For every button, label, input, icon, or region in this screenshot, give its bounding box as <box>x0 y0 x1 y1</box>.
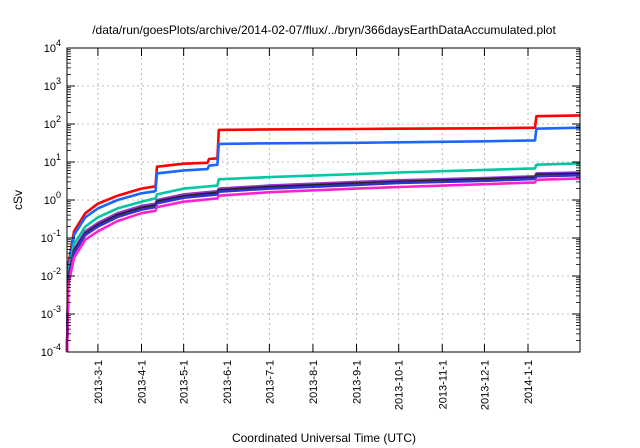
x-tick-label: 2013-8-1 <box>308 360 320 404</box>
y-tick-label: 102 <box>44 114 61 131</box>
y-tick-label: 10-1 <box>41 228 61 245</box>
x-tick-label: 2013-3-1 <box>93 360 105 404</box>
x-tick-label: 2013-10-1 <box>394 360 406 410</box>
y-tick-label: 10-2 <box>41 266 61 283</box>
y-tick-label: 10-3 <box>41 304 61 321</box>
x-tick-label: 2014-1-1 <box>523 360 535 404</box>
y-tick-label: 101 <box>44 152 61 169</box>
data-series <box>65 114 581 353</box>
series-line-3 <box>65 162 581 353</box>
series-line-1 <box>65 114 581 353</box>
x-tick-label: 2013-5-1 <box>179 360 191 404</box>
x-tick-label: 2013-4-1 <box>136 360 148 404</box>
axis-ticks <box>67 47 580 353</box>
x-axis-label: Coordinated Universal Time (UTC) <box>232 431 416 445</box>
chart-title: /data/run/goesPlots/archive/2014-02-07/f… <box>92 23 556 37</box>
y-tick-label: 103 <box>44 76 61 93</box>
y-tick-labels: 10-4 10-3 10-2 10-1 100 101 102 103 104 <box>41 38 61 359</box>
y-tick-label: 10-4 <box>41 342 61 359</box>
x-tick-label: 2013-12-1 <box>479 360 491 410</box>
series-line-7 <box>65 177 581 353</box>
x-tick-label: 2013-7-1 <box>264 360 276 404</box>
x-tick-label: 2013-11-1 <box>437 360 449 409</box>
x-tick-label: 2013-9-1 <box>352 360 364 404</box>
x-tick-label: 2013-6-1 <box>222 360 234 404</box>
series-line-2 <box>65 126 581 353</box>
series-line-6 <box>65 173 581 353</box>
x-tick-labels: 2013-3-1 2013-4-1 2013-5-1 2013-6-1 2013-7-1… <box>93 360 535 410</box>
y-axis-label: cSv <box>11 190 25 210</box>
y-tick-label: 100 <box>44 190 61 207</box>
y-tick-label: 104 <box>44 38 61 55</box>
